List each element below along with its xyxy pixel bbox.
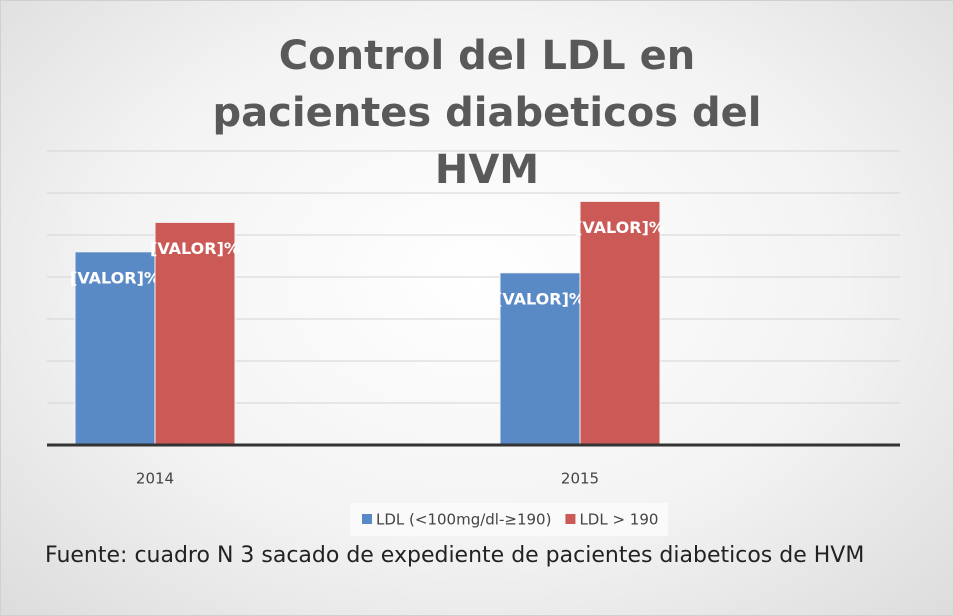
- bar: [154, 221, 236, 446]
- data-label: [VALOR]%: [575, 218, 665, 237]
- legend-box: [350, 503, 668, 536]
- x-tick-label: 2014: [136, 470, 174, 488]
- data-label: [VALOR]%: [150, 239, 240, 258]
- bar: [579, 200, 661, 446]
- source-note: Fuente: cuadro N 3 sacado de expediente …: [45, 543, 865, 568]
- legend-label: LDL > 190: [579, 511, 658, 529]
- chart-title: Control del LDL en pacientes diabeticos …: [212, 33, 762, 193]
- legend-label: LDL (<100mg/dl-≥190): [376, 511, 551, 529]
- data-label: [VALOR]%: [70, 268, 160, 287]
- legend-swatch: [362, 514, 372, 524]
- data-label: [VALOR]%: [495, 289, 585, 308]
- legend-swatch: [565, 514, 576, 524]
- x-tick-label: 2015: [561, 470, 599, 488]
- bar: [499, 272, 581, 446]
